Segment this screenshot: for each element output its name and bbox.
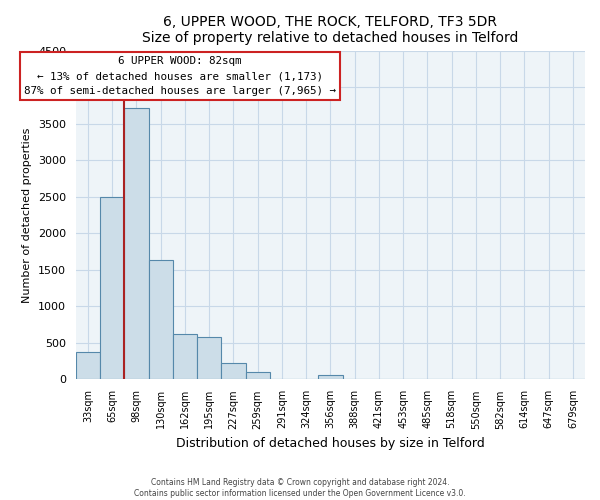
X-axis label: Distribution of detached houses by size in Telford: Distribution of detached houses by size … — [176, 437, 485, 450]
Text: 6 UPPER WOOD: 82sqm
← 13% of detached houses are smaller (1,173)
87% of semi-det: 6 UPPER WOOD: 82sqm ← 13% of detached ho… — [24, 56, 336, 96]
Bar — [76, 352, 100, 380]
Text: Contains HM Land Registry data © Crown copyright and database right 2024.
Contai: Contains HM Land Registry data © Crown c… — [134, 478, 466, 498]
Bar — [124, 108, 149, 380]
Title: 6, UPPER WOOD, THE ROCK, TELFORD, TF3 5DR
Size of property relative to detached : 6, UPPER WOOD, THE ROCK, TELFORD, TF3 5D… — [142, 15, 518, 45]
Bar — [173, 334, 197, 380]
Bar — [318, 375, 343, 380]
Y-axis label: Number of detached properties: Number of detached properties — [22, 128, 32, 302]
Bar — [100, 196, 124, 380]
Bar — [245, 372, 270, 380]
Bar — [221, 362, 245, 380]
Bar — [197, 337, 221, 380]
Bar — [149, 260, 173, 380]
